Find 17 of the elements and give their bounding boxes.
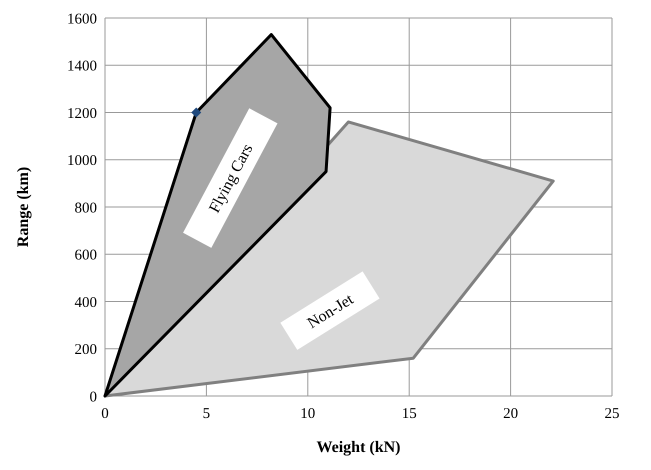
x-tick-label: 0 (101, 406, 109, 422)
y-tick-label: 200 (74, 342, 97, 358)
y-tick-label: 1200 (67, 106, 97, 122)
y-tick-label: 1600 (67, 11, 97, 28)
x-tick-label: 15 (402, 406, 417, 422)
x-tick-label: 25 (604, 406, 620, 422)
x-tick-label: 10 (300, 406, 316, 422)
y-tick-label: 600 (74, 248, 97, 264)
y-tick-label: 0 (90, 389, 97, 406)
x-tick-label: 5 (202, 406, 210, 422)
y-tick-label: 800 (74, 200, 97, 216)
y-tick-label: 1000 (67, 153, 97, 169)
y-tick-label: 1400 (67, 58, 97, 74)
y-axis-title: Range (km) (15, 166, 32, 248)
y-tick-label: 400 (74, 294, 97, 311)
x-axis-title: Weight (kN) (316, 439, 400, 456)
x-tick-label: 20 (503, 406, 518, 422)
